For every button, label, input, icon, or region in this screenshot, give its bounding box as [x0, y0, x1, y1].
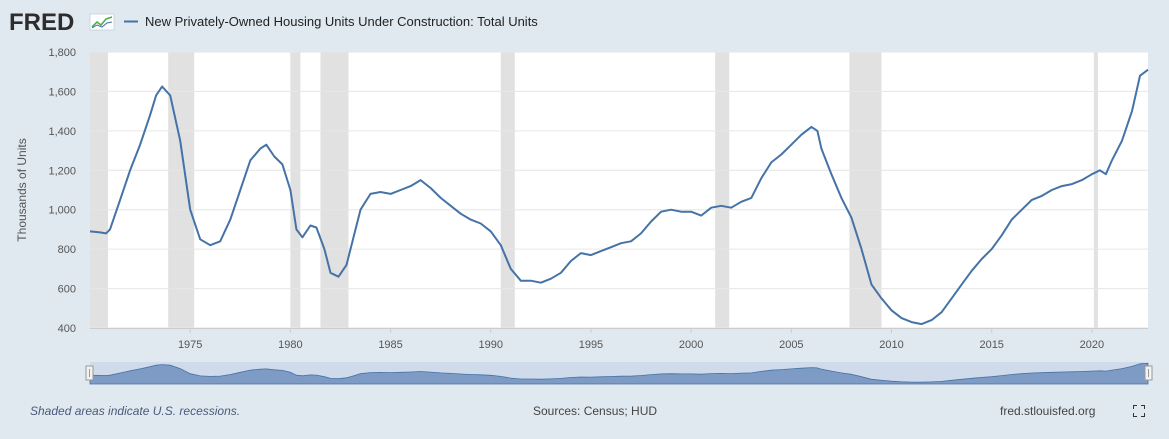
recession-band-7 — [1093, 52, 1098, 328]
fullscreen-icon[interactable] — [1133, 405, 1145, 417]
recession-note: Shaded areas indicate U.S. recessions. — [30, 404, 241, 418]
recession-shading — [90, 52, 1098, 328]
navigator-series-area — [89, 362, 1149, 385]
x-tick-label: 2010 — [879, 339, 903, 351]
grid-lines — [90, 51, 1148, 329]
series-title: New Privately-Owned Housing Units Under … — [145, 14, 538, 29]
y-tick-label: 400 — [58, 323, 76, 335]
recession-band-6 — [849, 52, 882, 328]
y-tick-label: 1,400 — [48, 126, 76, 138]
recession-band-5 — [715, 52, 730, 328]
recession-band-3 — [320, 52, 349, 328]
x-tick-label: 1980 — [278, 339, 302, 351]
x-tick-label: 1995 — [579, 339, 603, 351]
x-tick-label: 2000 — [679, 339, 703, 351]
x-tick-label: 2020 — [1080, 339, 1104, 351]
y-axis: 400 600 800 1,000 1,200 1,400 1,600 1,800 — [48, 47, 76, 335]
y-tick-label: 1,800 — [48, 47, 76, 59]
x-tick-label: 1985 — [378, 339, 402, 351]
recession-band-4 — [500, 52, 515, 328]
x-axis: 1975 1980 1985 1990 1995 2000 2005 2010 2015 2020 — [90, 328, 1148, 351]
fred-logo[interactable]: FRED — [9, 9, 74, 36]
plot-background — [90, 52, 1148, 328]
series-line-0[interactable] — [89, 68, 1149, 326]
x-tick-label: 1975 — [178, 339, 202, 351]
x-tick-label: 1990 — [479, 339, 503, 351]
y-tick-label: 1,600 — [48, 86, 76, 98]
recession-band-2 — [290, 52, 301, 328]
x-tick-label: 2015 — [979, 339, 1003, 351]
y-tick-label: 800 — [58, 244, 76, 256]
site-link[interactable]: fred.stlouisfed.org — [1000, 404, 1096, 418]
y-axis-label: Thousands of Units — [15, 138, 29, 241]
recession-band-0 — [90, 52, 109, 328]
navigator[interactable] — [85, 362, 1153, 385]
fred-graph-icon — [89, 13, 115, 31]
y-tick-label: 1,000 — [48, 205, 76, 217]
x-tick-label: 2005 — [779, 339, 803, 351]
y-tick-label: 600 — [58, 284, 76, 296]
recession-band-1 — [168, 52, 195, 328]
y-tick-label: 1,200 — [48, 165, 76, 177]
series-layer — [89, 68, 1149, 326]
sources-note: Sources: Census; HUD — [533, 404, 658, 418]
